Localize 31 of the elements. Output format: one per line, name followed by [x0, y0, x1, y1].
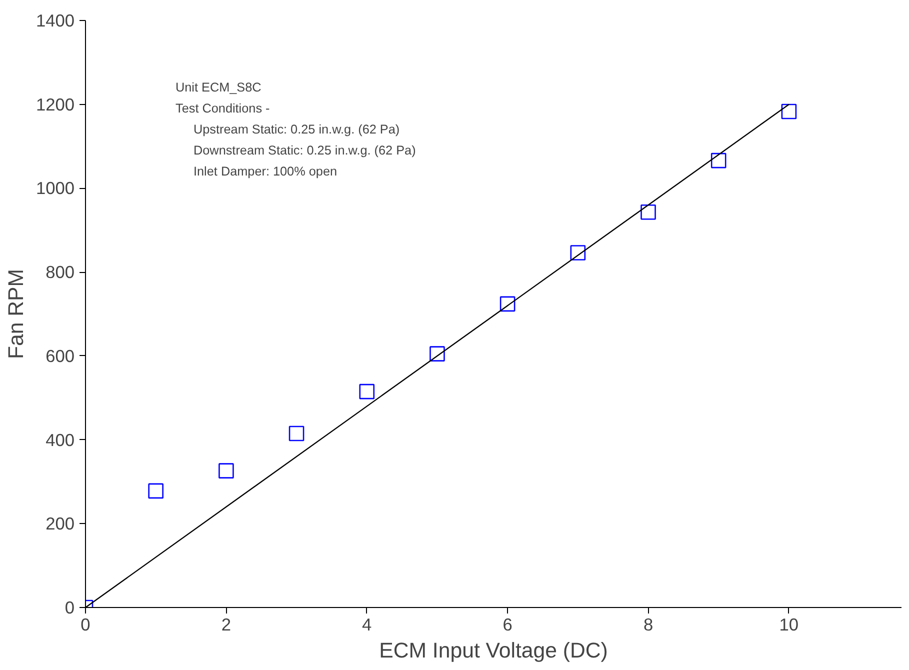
point: [430, 346, 445, 362]
annotation: Inlet Damper: 100% open: [194, 164, 338, 178]
x-tick-label: 0: [80, 614, 90, 634]
x-tick-label: 8: [643, 614, 654, 634]
y-tick-label: 1200: [36, 94, 75, 114]
point: [500, 296, 516, 312]
point: [710, 152, 726, 168]
point: [640, 204, 656, 220]
annotation: Upstream Static: 0.25 in.w.g. (62 Pa): [194, 122, 400, 136]
annotation: Downstream Static: 0.25 in.w.g. (62 Pa): [194, 144, 416, 158]
y-tick-label: 1000: [36, 178, 75, 198]
x-tick-label: 2: [221, 614, 232, 634]
y-tick-label: 1400: [36, 10, 75, 30]
y-tick-label: 400: [46, 430, 75, 450]
x-tick-label: 4: [362, 614, 372, 634]
y-axis-title: Fan RPM: [4, 268, 28, 360]
x-tick-label: 6: [502, 614, 512, 634]
point: [359, 384, 375, 400]
annotation: Unit ECM_S8C: [176, 80, 262, 94]
y-tick-label: 800: [46, 262, 75, 282]
point: [218, 463, 234, 478]
point: [781, 104, 797, 120]
point: [148, 483, 164, 499]
y-tick-label: 600: [46, 346, 75, 366]
y-tick-label: 200: [46, 514, 75, 534]
point: [288, 426, 304, 442]
point: [570, 245, 586, 260]
y-tick-label: 0: [64, 598, 75, 618]
x-axis-title: ECM Input Voltage (DC): [379, 638, 608, 662]
annotation: Test Conditions -: [176, 102, 270, 116]
x-tick-label: 10: [779, 614, 799, 634]
